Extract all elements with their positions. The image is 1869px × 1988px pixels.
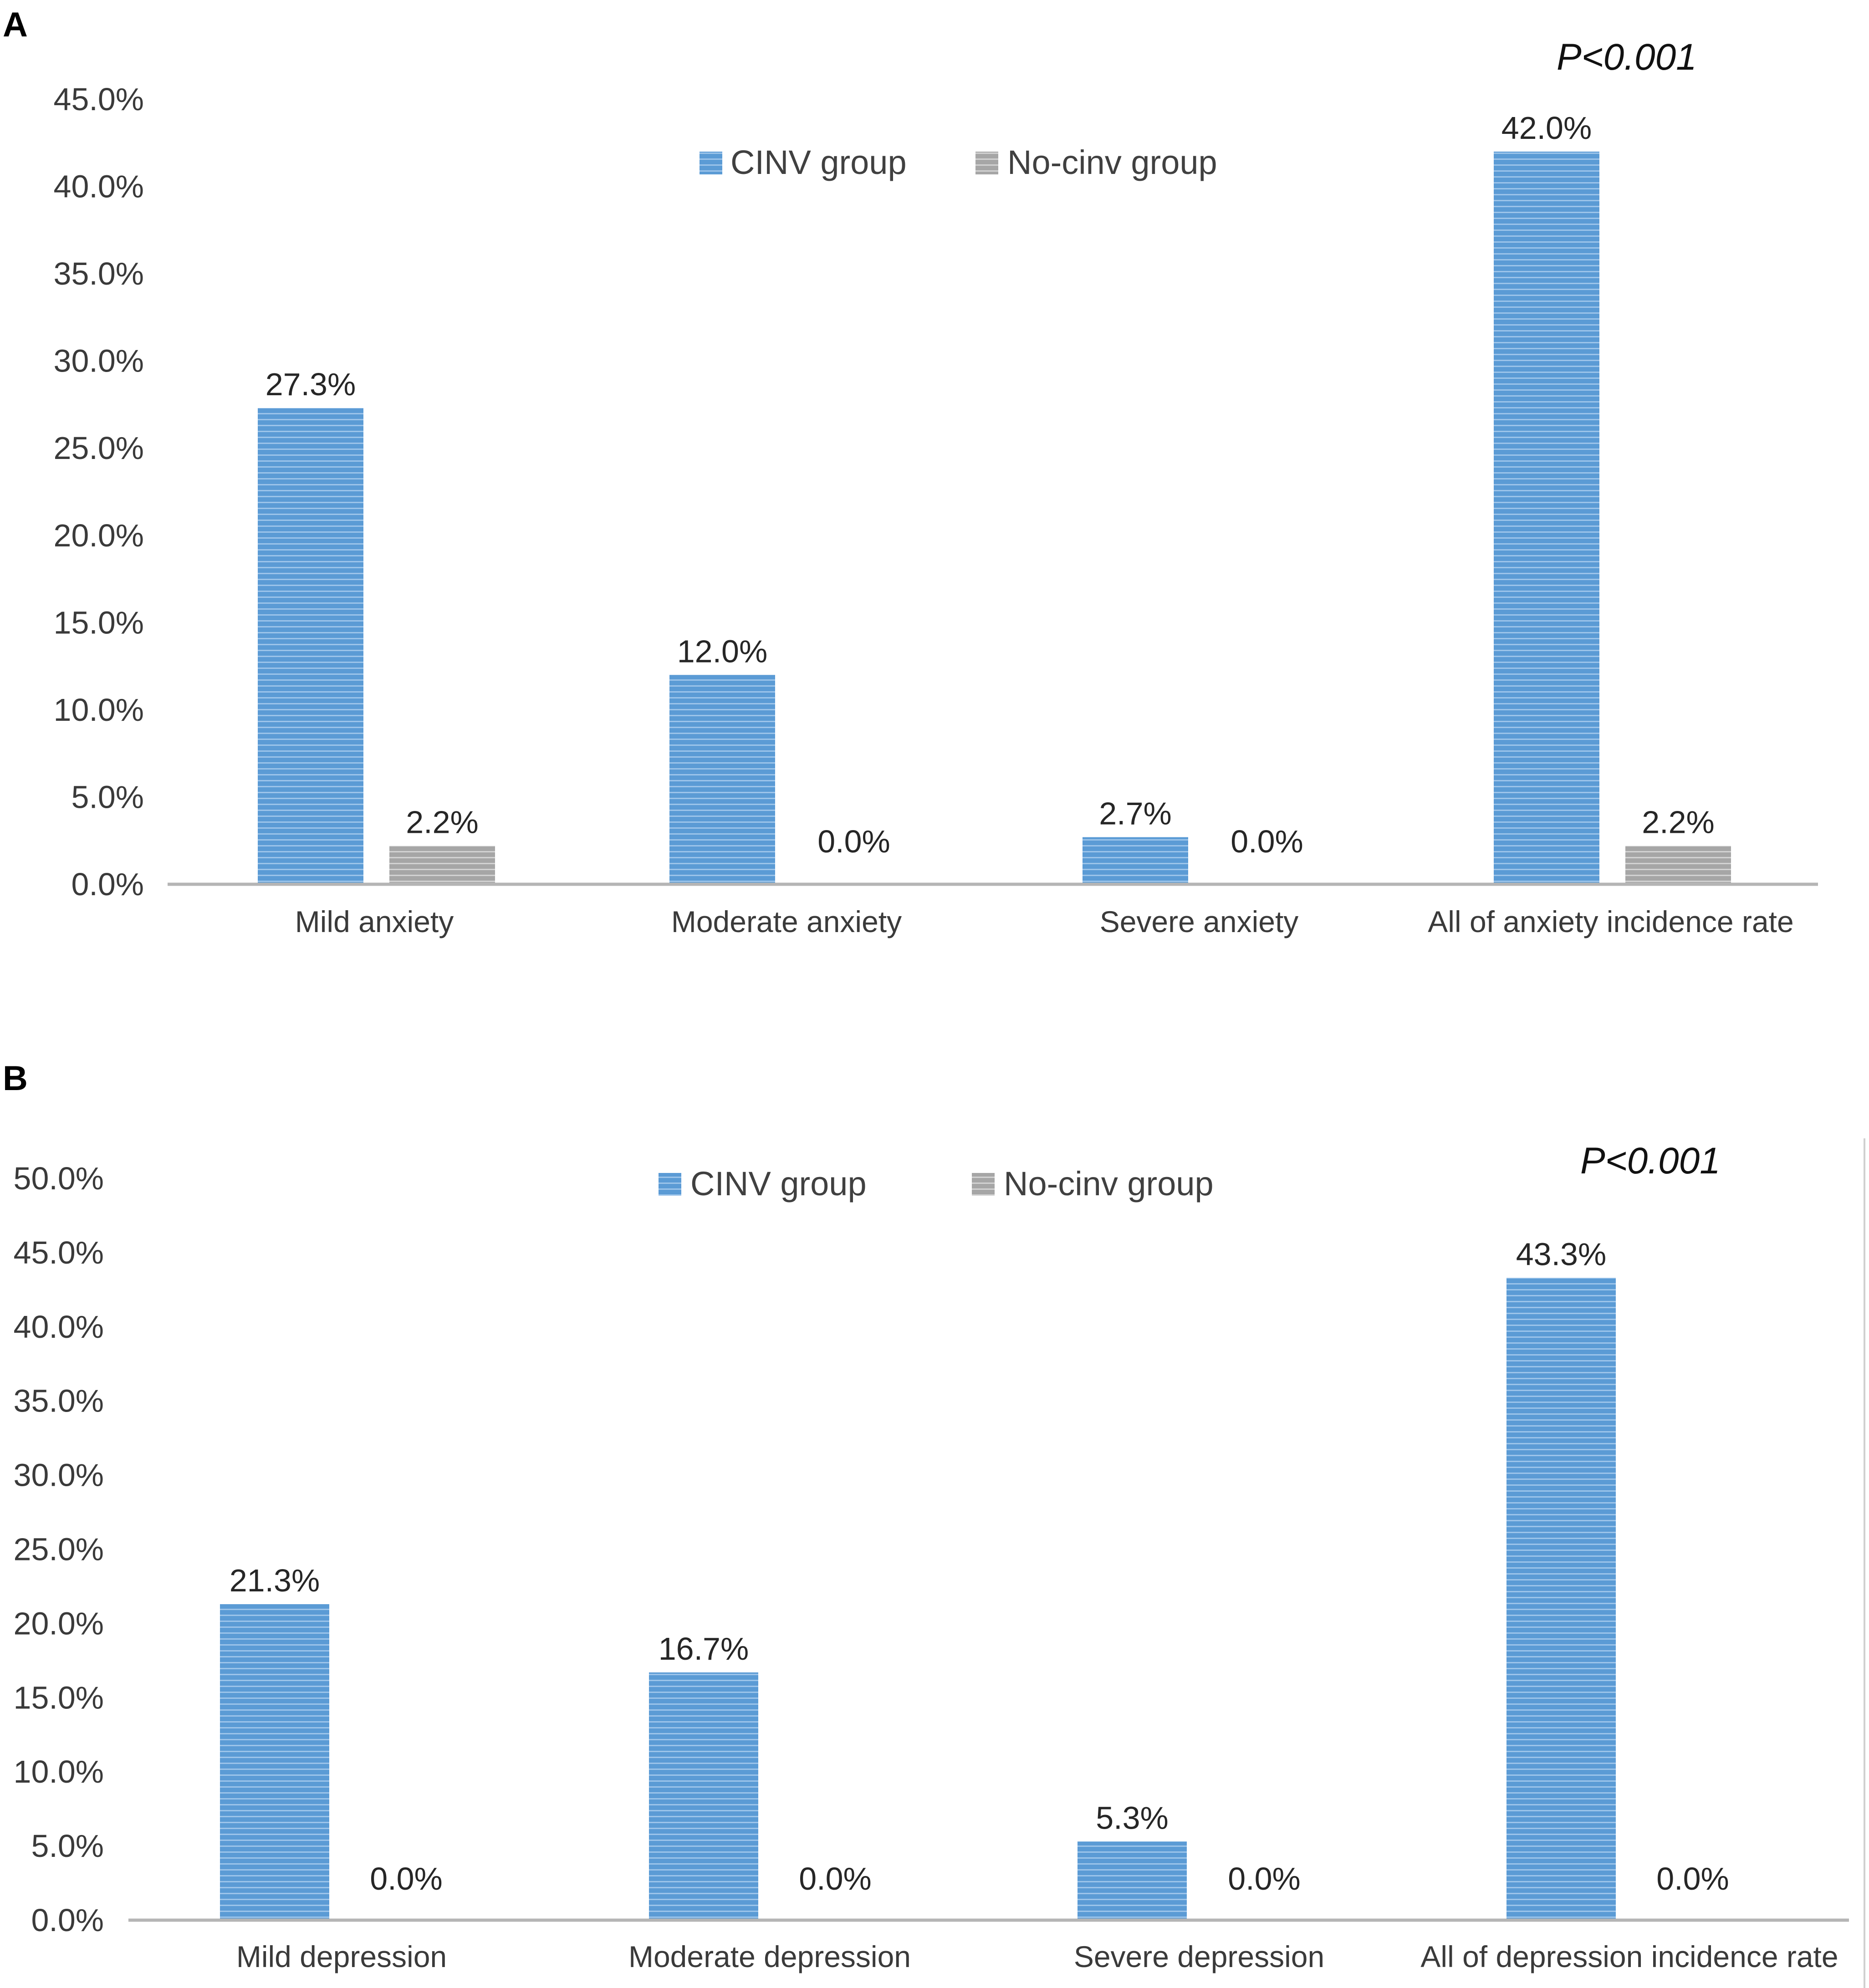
x-category-label: Moderate depression bbox=[628, 1940, 911, 1973]
x-category-label: All of anxiety incidence rate bbox=[1428, 905, 1793, 938]
legend-swatch-no-cinv bbox=[975, 152, 998, 174]
legend-swatch-cinv bbox=[700, 152, 722, 174]
bar-cinv bbox=[1494, 151, 1599, 884]
bar-cinv bbox=[669, 675, 775, 884]
y-tick-label: 25.0% bbox=[54, 430, 144, 466]
legend: CINV group No-cinv group bbox=[659, 1165, 1214, 1203]
data-label-no-cinv: 0.0% bbox=[799, 1861, 872, 1896]
data-label-cinv: 12.0% bbox=[677, 633, 767, 669]
y-tick-label: 5.0% bbox=[31, 1828, 104, 1864]
y-tick-label: 30.0% bbox=[54, 343, 144, 379]
y-tick-label: 15.0% bbox=[54, 605, 144, 640]
y-tick-label: 40.0% bbox=[54, 169, 144, 204]
bar-cinv bbox=[1506, 1278, 1616, 1920]
y-tick-label: 0.0% bbox=[71, 867, 144, 902]
data-label-cinv: 5.3% bbox=[1096, 1800, 1169, 1835]
bar-cinv bbox=[1083, 837, 1188, 884]
data-label-no-cinv: 0.0% bbox=[370, 1861, 443, 1896]
p-value-annotation: P<0.001 bbox=[1557, 36, 1697, 78]
chart-panel-a: A 0.0% 5.0% 10.0% 15.0% 20.0% 25.0% 30.0% 35.0%… bbox=[3, 5, 1818, 938]
y-axis-ticks: 0.0% 5.0% 10.0% 15.0% 20.0% 25.0% 30.0% 35.0% 40… bbox=[14, 1161, 104, 1938]
data-labels: 21.3% 16.7% 5.3% 43.3% 0.0% 0.0% 0.0% 0.0% bbox=[230, 1236, 1729, 1896]
bar-no-cinv bbox=[389, 846, 495, 884]
bar-cinv bbox=[220, 1604, 329, 1920]
legend: CINV group No-cinv group bbox=[700, 143, 1217, 181]
data-label-cinv: 42.0% bbox=[1501, 110, 1592, 146]
x-category-label: Mild depression bbox=[236, 1940, 447, 1973]
y-tick-label: 45.0% bbox=[54, 82, 144, 117]
y-axis-ticks: 0.0% 5.0% 10.0% 15.0% 20.0% 25.0% 30.0% 35.0% 40… bbox=[54, 82, 144, 902]
legend-swatch-no-cinv bbox=[972, 1173, 995, 1196]
bar-cinv bbox=[1077, 1841, 1187, 1920]
y-tick-label: 5.0% bbox=[71, 779, 144, 815]
x-category-label: All of depression incidence rate bbox=[1420, 1940, 1838, 1973]
bar-no-cinv bbox=[1625, 846, 1731, 884]
data-label-no-cinv: 2.2% bbox=[1642, 805, 1715, 840]
chart-panel-b: B 0.0% 5.0% 10.0% 15.0% 20.0% 25.0% 30.0% 35.0%… bbox=[3, 1059, 1865, 1988]
bar-cinv bbox=[258, 408, 363, 884]
legend-label-cinv: CINV group bbox=[690, 1165, 867, 1203]
bars bbox=[258, 151, 1731, 884]
y-tick-label: 10.0% bbox=[14, 1754, 104, 1789]
y-tick-label: 10.0% bbox=[54, 692, 144, 728]
y-tick-label: 35.0% bbox=[54, 256, 144, 291]
y-tick-label: 50.0% bbox=[14, 1161, 104, 1196]
data-label-no-cinv: 0.0% bbox=[817, 824, 890, 859]
x-axis-categories: Mild anxiety Moderate anxiety Severe anxie… bbox=[295, 905, 1794, 938]
legend-label-no-cinv: No-cinv group bbox=[1004, 1165, 1214, 1203]
x-axis-categories: Mild depression Moderate depression Severe… bbox=[236, 1940, 1838, 1973]
data-labels: 27.3% 12.0% 2.7% 42.0% 2.2% 0.0% 0.0% 2.2% bbox=[266, 110, 1715, 859]
y-tick-label: 35.0% bbox=[14, 1383, 104, 1419]
panel-letter: B bbox=[3, 1059, 28, 1098]
y-tick-label: 40.0% bbox=[14, 1309, 104, 1345]
p-value-annotation: P<0.001 bbox=[1580, 1140, 1721, 1182]
y-tick-label: 0.0% bbox=[31, 1902, 104, 1938]
data-label-no-cinv: 2.2% bbox=[406, 805, 479, 840]
x-category-label: Severe anxiety bbox=[1100, 905, 1299, 938]
y-tick-label: 30.0% bbox=[14, 1458, 104, 1493]
x-category-label: Severe depression bbox=[1074, 1940, 1324, 1973]
y-tick-label: 25.0% bbox=[14, 1532, 104, 1567]
data-label-cinv: 2.7% bbox=[1099, 796, 1172, 831]
legend-label-cinv: CINV group bbox=[730, 143, 907, 181]
data-label-no-cinv: 0.0% bbox=[1656, 1861, 1729, 1896]
y-tick-label: 45.0% bbox=[14, 1235, 104, 1270]
y-tick-label: 15.0% bbox=[14, 1680, 104, 1715]
x-category-label: Moderate anxiety bbox=[671, 905, 902, 938]
data-label-cinv: 16.7% bbox=[659, 1631, 749, 1667]
data-label-cinv: 27.3% bbox=[266, 367, 356, 402]
bars bbox=[220, 1278, 1616, 1920]
data-label-no-cinv: 0.0% bbox=[1228, 1861, 1301, 1896]
panel-letter: A bbox=[3, 5, 28, 44]
legend-swatch-cinv bbox=[659, 1173, 681, 1196]
y-tick-label: 20.0% bbox=[14, 1606, 104, 1641]
bar-cinv bbox=[649, 1672, 758, 1920]
data-label-cinv: 43.3% bbox=[1516, 1236, 1606, 1272]
x-category-label: Mild anxiety bbox=[295, 905, 454, 938]
legend-label-no-cinv: No-cinv group bbox=[1007, 143, 1217, 181]
y-tick-label: 20.0% bbox=[54, 518, 144, 553]
data-label-no-cinv: 0.0% bbox=[1231, 824, 1303, 859]
data-label-cinv: 21.3% bbox=[230, 1563, 320, 1598]
